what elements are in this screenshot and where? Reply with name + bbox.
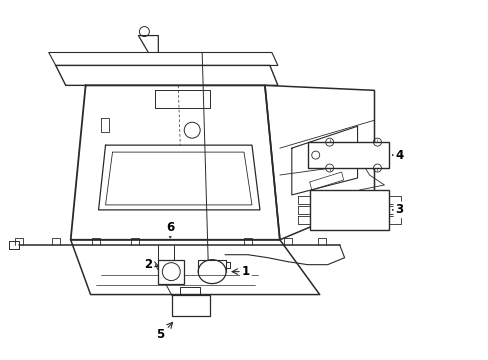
Bar (172, 294, 210, 316)
Polygon shape (56, 66, 277, 85)
Bar (309, 190, 388, 230)
Polygon shape (49, 53, 277, 66)
Text: 2: 2 (144, 258, 152, 271)
Bar (158, 260, 184, 284)
Polygon shape (264, 85, 374, 240)
Polygon shape (71, 85, 279, 240)
Text: 6: 6 (166, 221, 174, 234)
Bar (307, 142, 388, 168)
Text: 5: 5 (156, 328, 164, 341)
Text: 3: 3 (394, 203, 403, 216)
Polygon shape (71, 240, 319, 294)
Text: 1: 1 (242, 265, 249, 278)
Text: 4: 4 (394, 149, 403, 162)
